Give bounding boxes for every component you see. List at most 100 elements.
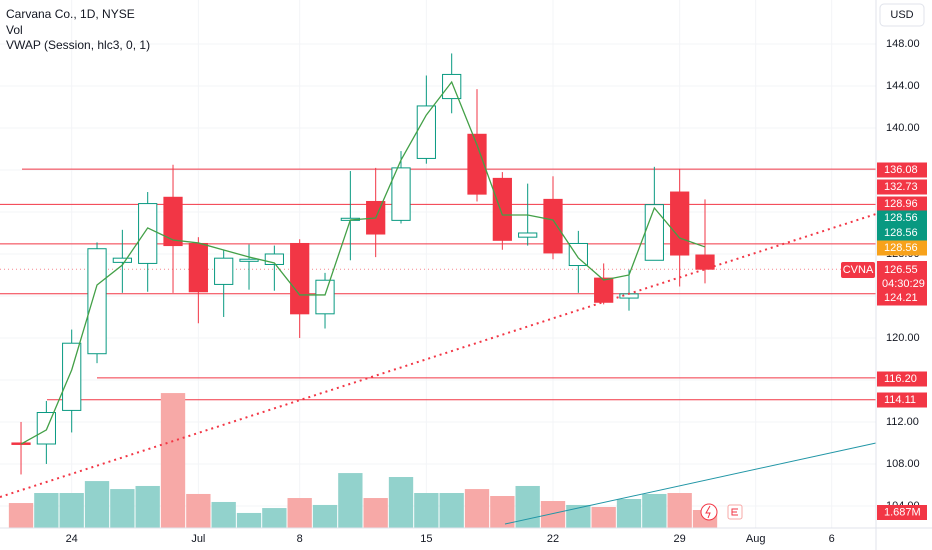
volume-bar (338, 473, 363, 528)
y-tick-label: 108.00 (886, 458, 920, 470)
volume-label-bg (877, 505, 927, 520)
x-tick-label: 8 (297, 533, 303, 545)
x-tick-label: Jul (191, 533, 205, 545)
x-tick-label: Aug (746, 533, 766, 545)
candle-body (163, 196, 183, 247)
candle-body (315, 279, 335, 315)
price-marker-label: 128.56 (884, 227, 918, 239)
candle-body (695, 254, 715, 270)
volume-bar (8, 503, 34, 528)
volume-bar (566, 504, 591, 528)
symbol-title: Carvana Co., 1D, NYSE (6, 7, 135, 21)
currency-label[interactable]: USD (890, 9, 913, 21)
last-price-bg (877, 261, 927, 292)
y-tick-label: 140.00 (886, 122, 920, 134)
level-label-bg (877, 392, 927, 408)
y-tick-label: 120.00 (886, 332, 920, 344)
volume-bar (540, 501, 566, 528)
volume-bar (287, 498, 312, 528)
candle-body (594, 277, 614, 303)
earnings-icon-letter (731, 508, 738, 516)
volume-bar (591, 506, 616, 528)
candle-body (214, 257, 234, 285)
candle-body (36, 412, 56, 445)
volume-bar (135, 485, 160, 528)
event-icon[interactable] (700, 503, 718, 521)
volume-bar (186, 493, 211, 528)
volume-bar (211, 501, 236, 528)
indicator-label: Vol (6, 23, 23, 37)
x-tick-label: 6 (829, 533, 835, 545)
symbol-tag-bg (841, 262, 875, 278)
level-label-bg (877, 371, 927, 387)
level-label: 124.21 (884, 292, 918, 304)
candle-body (442, 73, 462, 100)
volume-bar (667, 493, 692, 528)
level-label: 114.11 (884, 394, 916, 406)
currency-button[interactable] (879, 3, 925, 27)
level-label: 116.20 (884, 373, 917, 385)
countdown-label: 04:30:29 (882, 278, 925, 290)
candle-body (644, 204, 664, 261)
candle-body (290, 242, 310, 315)
price-marker-label: 128.56 (884, 212, 918, 224)
candle-body (138, 203, 158, 264)
volume-bar (439, 493, 464, 528)
volume-bar (616, 498, 642, 528)
candle-body (518, 232, 538, 238)
last-price-label: 126.55 (884, 264, 918, 276)
indicator-label: VWAP (Session, hlc3, 0, 1) (6, 38, 150, 52)
y-tick-label: 112.00 (886, 416, 919, 428)
volume-bar (59, 493, 84, 528)
candle-body (416, 105, 436, 159)
candle-body (62, 342, 82, 411)
candle-body (568, 242, 588, 267)
candle-body (492, 177, 512, 241)
symbol-tag: CVNA (843, 264, 874, 276)
price-marker-label: 128.56 (884, 242, 918, 254)
x-tick-label: 15 (420, 533, 432, 545)
volume-bar (642, 493, 667, 528)
volume-bar (363, 498, 388, 528)
x-tick-label: 29 (674, 533, 686, 545)
level-label-bg (877, 196, 927, 212)
volume-bar (312, 504, 338, 528)
volume-label: 1.687M (884, 506, 921, 518)
level-label: 136.08 (884, 164, 918, 176)
volume-bar (110, 489, 135, 528)
candle-body (112, 257, 132, 263)
y-tick-label: 148.00 (886, 38, 920, 50)
candle-body (188, 242, 208, 293)
trend-line (504, 442, 877, 525)
event-icon-bolt (705, 505, 711, 519)
level-label: 132.73 (884, 181, 918, 193)
price-marker-bg (877, 210, 927, 226)
candle-body (467, 133, 487, 195)
volume-bar (160, 393, 186, 528)
volume-bar (34, 493, 59, 528)
candle-body (670, 191, 690, 256)
candle-body (264, 253, 284, 265)
volume-bar (388, 477, 414, 528)
candle-body (391, 167, 411, 221)
volume-bar (84, 481, 110, 528)
candle-body (543, 198, 563, 254)
candle-body (87, 248, 107, 355)
level-label-bg (877, 179, 927, 195)
level-label-bg (877, 162, 927, 178)
volume-bar (515, 485, 540, 528)
volume-bar (414, 493, 439, 528)
volume-bar (236, 512, 262, 528)
candle-body (239, 258, 259, 262)
x-tick-label: 22 (547, 533, 559, 545)
price-marker-bg (877, 225, 927, 241)
vwap-line (20, 80, 706, 445)
y-tick-label: 144.00 (886, 80, 920, 92)
level-label: 128.96 (884, 198, 918, 210)
volume-bar (464, 489, 490, 528)
price-marker-bg (877, 240, 927, 256)
volume-bar (262, 508, 287, 528)
x-tick-label: 24 (66, 533, 78, 545)
